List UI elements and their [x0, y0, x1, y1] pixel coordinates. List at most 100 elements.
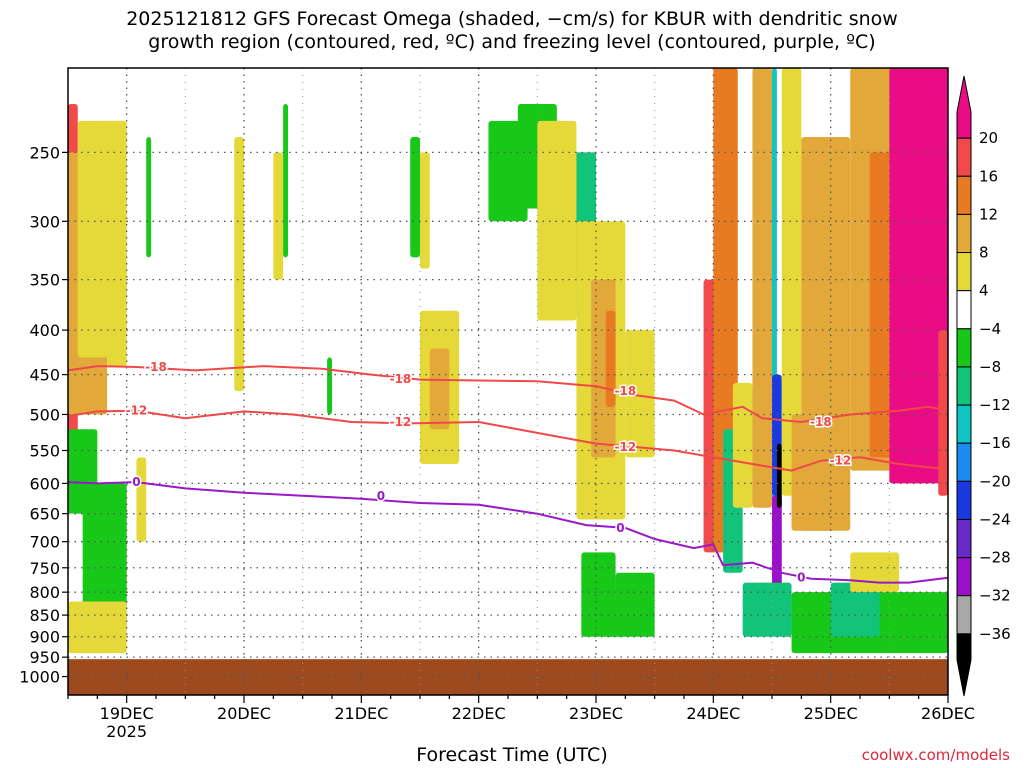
isotherm-label--12-0: -12: [126, 404, 148, 418]
omega-cell-42: [801, 136, 851, 531]
omega-cell-6: [68, 601, 127, 654]
isotherm--12-line: [67, 409, 949, 472]
omega-cell-5: [107, 120, 127, 367]
omega-cell-36: [772, 495, 782, 593]
colorbar-label-2: 12: [979, 205, 998, 223]
colorbar-band--40: [956, 633, 972, 697]
omega-cell-15: [429, 348, 450, 430]
omega-cell-33: [752, 68, 772, 508]
colorbar-band-8: [956, 213, 972, 254]
colorbar-band--24: [956, 480, 972, 520]
y-tick-label-1000: 1000: [19, 668, 60, 687]
omega-shading-layer: [68, 68, 948, 654]
colorbar-band--28: [956, 518, 972, 559]
isotherm-label--18-3: -18: [810, 415, 832, 429]
colorbar-label-7: −12: [979, 396, 1011, 414]
axis-layer: 250 300 350 400 450 500 550 600 650 700 750 800 850 9…: [19, 143, 975, 741]
x-tick-label-22DEC: 22DEC: [452, 704, 506, 723]
colorbar-band--4: [956, 290, 972, 330]
omega-cell-11: [283, 104, 288, 258]
colorbar-band--32: [956, 557, 972, 597]
omega-cell-10: [273, 152, 284, 280]
y-tick-label-400: 400: [29, 321, 60, 340]
y-tick-label-600: 600: [29, 474, 60, 493]
x-tick-label-19DEC: 19DEC: [100, 704, 154, 723]
y-tick-label-950: 950: [29, 648, 60, 667]
isotherm-label--18-1: -18: [390, 372, 412, 386]
isotherm-label--12-2: -12: [614, 440, 636, 454]
isotherm-contour-layer: -18 -18 -18 -18 -12 -12 -12 -12 0 0 0 0: [67, 358, 949, 586]
colorbar-label-8: −16: [979, 434, 1011, 452]
ground-layer: [68, 659, 948, 695]
colorbar-band-20: [956, 75, 972, 139]
colorbar-label-0: 20: [979, 129, 998, 147]
omega-cell-44: [830, 582, 880, 637]
colorbar-label-6: −8: [979, 358, 1001, 376]
omega-cell-9: [234, 136, 244, 392]
y-tick-label-800: 800: [29, 583, 60, 602]
colorbar-label-3: 8: [979, 244, 989, 262]
colorbar-band-16: [956, 137, 972, 177]
omega-cell-40: [781, 68, 802, 496]
isotherm-label--18-0: -18: [145, 360, 167, 374]
ground-surface: [68, 659, 948, 695]
colorbar-label-4: 4: [979, 282, 989, 300]
isotherm-label--12-1: -12: [390, 415, 412, 429]
omega-cell-48: [889, 68, 948, 484]
y-tick-label-450: 450: [29, 366, 60, 385]
x-tick-label-25DEC: 25DEC: [804, 704, 858, 723]
y-tick-label-350: 350: [29, 271, 60, 290]
chart-title-line-1: 2025121812 GFS Forecast Omega (shaded, −…: [126, 8, 898, 30]
isotherm-label-0-3: 0: [797, 571, 805, 585]
x-tick-label-20DEC: 20DEC: [217, 704, 271, 723]
colorbar-label-1: 16: [979, 167, 998, 185]
colorbar-band--16: [956, 404, 972, 444]
x-tick-label-24DEC: 24DEC: [686, 704, 740, 723]
y-tick-label-750: 750: [29, 559, 60, 578]
omega-cell-25: [625, 330, 655, 458]
isotherm-0-line: [67, 481, 949, 584]
isotherm-label-0-0: 0: [132, 475, 140, 489]
y-tick-label-300: 300: [29, 212, 60, 231]
isotherm-label-0-2: 0: [616, 521, 624, 535]
chart-title: 2025121812 GFS Forecast Omega (shaded, −…: [0, 8, 1024, 54]
x-tick-label-23DEC: 23DEC: [569, 704, 623, 723]
grid-layer: [68, 68, 948, 695]
omega-cell-28: [615, 572, 655, 637]
omega-cell-45: [850, 552, 900, 593]
x-tick-label-26DEC: 26DEC: [921, 704, 975, 723]
colorbar-label-10: −24: [979, 510, 1011, 528]
colorbar-band--36: [956, 595, 972, 635]
y-tick-label-500: 500: [29, 405, 60, 424]
x-axis-label: Forecast Time (UTC): [416, 744, 608, 766]
omega-cell-16: [410, 136, 420, 258]
omega-cell-37: [776, 443, 782, 508]
omega-cell-39: [742, 582, 792, 637]
colorbar-label-5: −4: [979, 320, 1001, 338]
y-tick-label-900: 900: [29, 628, 60, 647]
isotherm-label--18-2: -18: [614, 384, 636, 398]
omega-cell-32: [732, 382, 753, 508]
credit-link[interactable]: coolwx.com/models: [861, 746, 1010, 764]
y-tick-label-650: 650: [29, 505, 60, 524]
x-tick-label-21DEC: 21DEC: [334, 704, 388, 723]
y-tick-label-700: 700: [29, 533, 60, 552]
x-tick-sublabel-19DEC: 2025: [106, 722, 147, 741]
colorbar-band-12: [956, 175, 972, 215]
omega-cell-7: [136, 457, 147, 542]
y-tick-label-550: 550: [29, 442, 60, 461]
y-tick-label-850: 850: [29, 606, 60, 625]
colorbar: 20 16 12 8 4 −4 −8 −12 −16 −20 −24 −28 −32 −36: [956, 75, 1011, 697]
colorbar-band-4: [956, 252, 972, 292]
omega-cell-24: [605, 310, 616, 407]
colorbar-label-13: −36: [979, 625, 1011, 643]
omega-cell-8: [146, 136, 152, 258]
isotherm-label--12-3: -12: [830, 454, 852, 468]
omega-cell-13: [420, 152, 430, 269]
chart-title-line-2: growth region (contoured, red, ºC) and f…: [148, 31, 876, 53]
colorbar-band--20: [956, 442, 972, 482]
omega-cell-49: [938, 330, 948, 496]
isotherm-label-0-1: 0: [377, 489, 385, 503]
colorbar-label-9: −20: [979, 472, 1011, 490]
